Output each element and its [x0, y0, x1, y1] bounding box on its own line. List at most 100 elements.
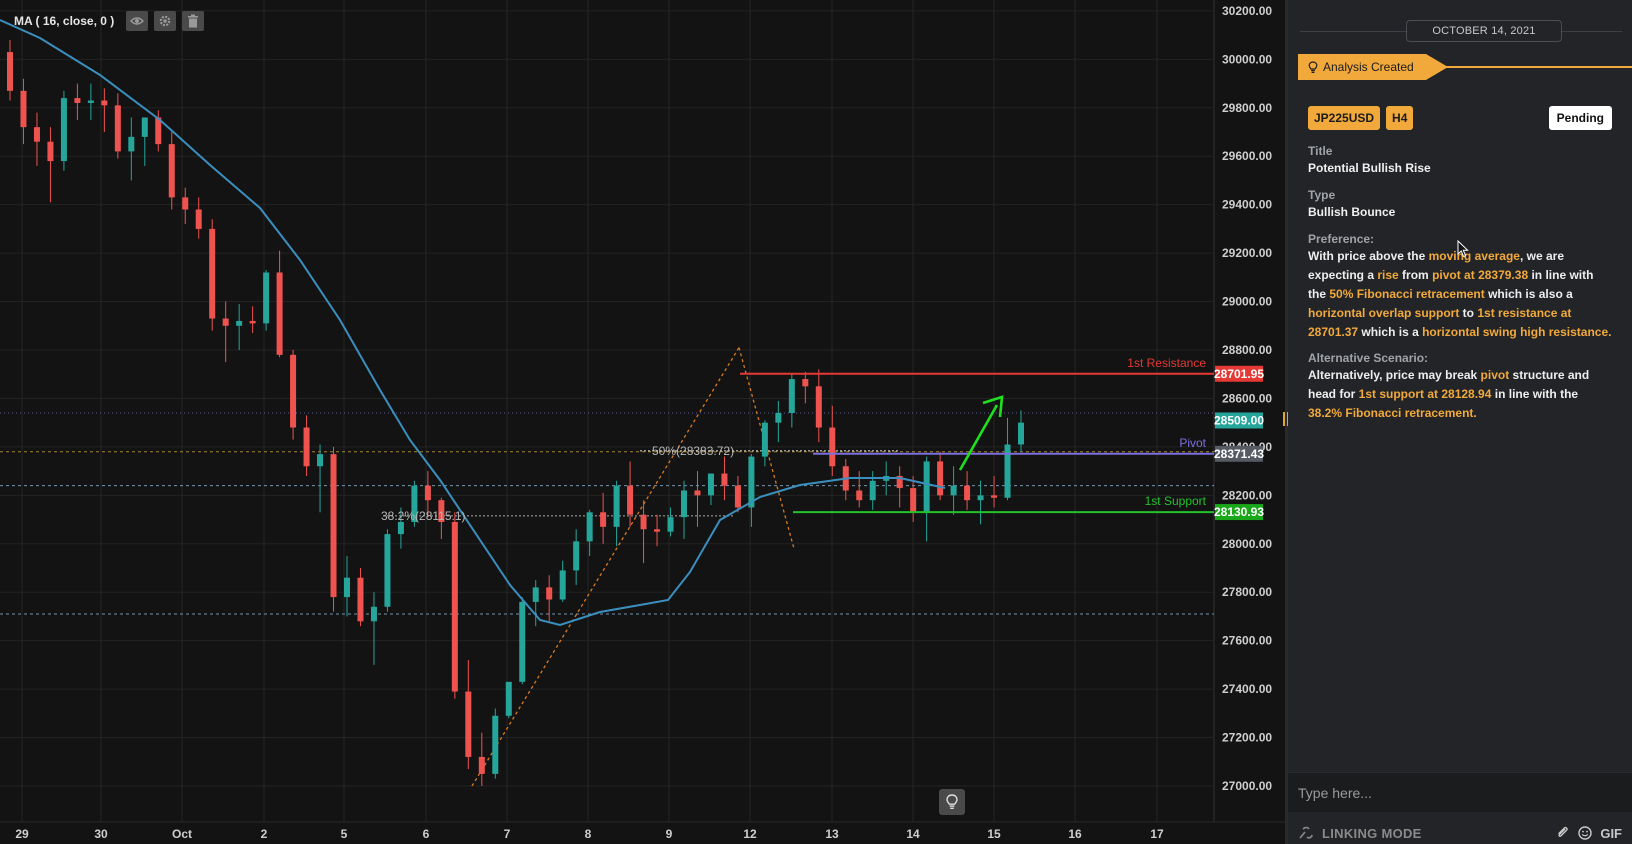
candle-body — [209, 228, 216, 319]
pivot-label: Pivot — [1179, 436, 1206, 450]
candle-body — [168, 144, 175, 198]
candle-body — [613, 485, 620, 527]
resistance-price-text: 28701.95 — [1214, 367, 1264, 381]
banner-tail-line — [1438, 66, 1632, 68]
pivot-price-tag — [1215, 445, 1263, 462]
title-label: Title — [1308, 144, 1333, 158]
resistance-label: 1st Resistance — [1127, 356, 1206, 370]
candle-body — [519, 601, 526, 682]
candle-body — [681, 490, 687, 518]
title-value: Potential Bullish Rise — [1308, 161, 1431, 175]
candle-body — [788, 379, 795, 413]
preference-text: With price above the moving average, we … — [1308, 247, 1614, 342]
candle-body — [896, 475, 903, 489]
support-price-tag — [1215, 504, 1263, 521]
alternative-text: Alternatively, price may break — [1308, 368, 1481, 382]
y-tick-label: 30200.00 — [1222, 4, 1272, 18]
x-tick-label: 29 — [15, 827, 29, 841]
preference-highlight: 50% Fibonacci retracement — [1329, 287, 1485, 301]
x-tick-label: 17 — [1150, 827, 1164, 841]
candle-body — [707, 473, 714, 496]
candle-body — [195, 209, 202, 229]
message-input[interactable] — [1298, 783, 1618, 803]
candle-body — [923, 461, 930, 513]
indicator-delete-button[interactable] — [182, 11, 205, 31]
y-tick-label: 27000.00 — [1222, 779, 1272, 793]
status-badge: Pending — [1548, 106, 1612, 130]
lightbulb-icon — [1308, 60, 1318, 73]
candle-body — [451, 521, 458, 692]
alternative-highlight: 38.2% Fibonacci retracement. — [1308, 406, 1477, 420]
chart-area[interactable]: 29 30 Oct 2 5 6 7 8 9 12 13 14 15 16 17 30200.00 30000.0… — [0, 0, 1285, 844]
candle-body — [141, 117, 148, 137]
candle-body — [60, 98, 67, 162]
type-field: Type Bullish Bounce — [1308, 187, 1608, 221]
preference-text: which is a — [1358, 325, 1423, 339]
last-price-tag — [1215, 412, 1263, 429]
candle-body — [748, 456, 755, 508]
candle-body — [627, 485, 634, 515]
candle-body — [761, 422, 768, 457]
candle-body — [114, 105, 121, 152]
visibility-eye-button[interactable] — [126, 11, 149, 31]
price-chart[interactable]: 29 30 Oct 2 5 6 7 8 9 12 13 14 15 16 17 30200.00 30000.0… — [0, 0, 1285, 844]
candle-body — [600, 512, 607, 527]
support-price-text: 28130.93 — [1214, 505, 1264, 519]
alternative-text: Alternatively, price may break pivot str… — [1308, 366, 1614, 423]
y-tick-label: 28600.00 — [1222, 391, 1272, 405]
support-label: 1st Support — [1145, 494, 1207, 508]
x-tick-label: 8 — [585, 827, 592, 841]
x-tick-label: 5 — [341, 827, 348, 841]
projection-arrow-head — [982, 395, 1004, 418]
date-divider: OCTOBER 14, 2021 — [1300, 20, 1622, 42]
candle-body — [815, 386, 822, 428]
y-tick-label: 27600.00 — [1222, 634, 1272, 648]
timeframe-tag[interactable]: H4 — [1386, 106, 1414, 130]
candle-body — [303, 427, 310, 467]
candle-body — [492, 715, 499, 774]
candle-body — [20, 90, 27, 128]
gif-button[interactable]: GIF — [1600, 825, 1622, 841]
y-tick-label: 29800.00 — [1222, 101, 1272, 115]
trash-icon — [188, 14, 199, 28]
candle-body — [101, 100, 108, 106]
fib-382-label: 38.2%(28115.1) — [381, 509, 466, 523]
panel-splitter[interactable] — [1285, 0, 1288, 844]
candle-body — [263, 272, 270, 324]
candle-body — [236, 320, 243, 326]
y-tick-label: 27800.00 — [1222, 585, 1272, 599]
candle-body — [964, 485, 971, 501]
preference-text: With price above the — [1308, 249, 1429, 263]
indicator-settings-button[interactable] — [154, 11, 177, 31]
candle-body — [694, 490, 701, 496]
candle-body — [586, 512, 593, 542]
y-tick-label: 29200.00 — [1222, 246, 1272, 260]
y-tick-label: 29400.00 — [1222, 198, 1272, 212]
analysis-created-banner: Analysis Created — [1298, 54, 1448, 80]
candle-body — [478, 756, 485, 774]
fib-50-label: 50%(28383.72) — [652, 444, 734, 458]
idea-lightbulb-button[interactable] — [939, 789, 965, 815]
analysis-panel: OCTOBER 14, 2021 Analysis Created JP225U… — [1288, 0, 1632, 844]
title-field: Title Potential Bullish Rise — [1308, 143, 1608, 177]
candle-body — [559, 570, 566, 600]
preference-highlight: 1st resistance at 28701.37 — [1308, 306, 1572, 339]
analysis-created-row: Analysis Created — [1298, 54, 1632, 80]
preference-field: Preference: With price above the moving … — [1308, 231, 1614, 342]
paperclip-icon[interactable] — [1556, 826, 1570, 840]
candle-body — [424, 485, 431, 501]
type-label: Type — [1308, 188, 1336, 202]
last-price-text: 28509.00 — [1214, 413, 1264, 427]
candle-body — [384, 534, 391, 607]
symbol-tag[interactable]: JP225USD — [1308, 106, 1381, 130]
emoji-icon[interactable] — [1578, 826, 1593, 840]
candle-body — [47, 141, 54, 162]
x-tick-label: 16 — [1068, 827, 1082, 841]
candle-body — [465, 691, 472, 757]
x-tick-label: 12 — [743, 827, 757, 841]
candle-body — [734, 485, 741, 508]
linking-mode-toggle[interactable]: LINKING MODE — [1322, 825, 1422, 841]
candle-body — [276, 272, 283, 355]
y-tick-label: 28000.00 — [1222, 537, 1272, 551]
eye-icon — [130, 17, 145, 25]
